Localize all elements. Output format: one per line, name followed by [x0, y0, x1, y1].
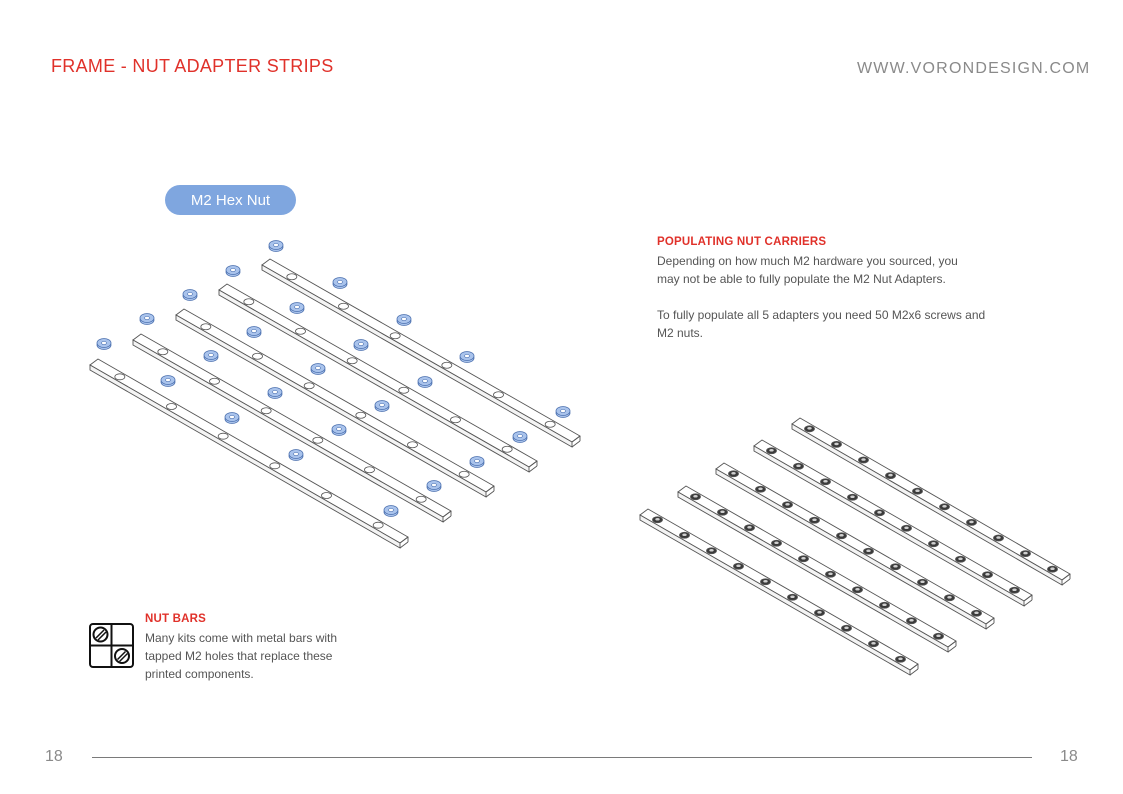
strip-hole — [286, 273, 298, 281]
strip-hole — [415, 495, 427, 503]
nut-adapter-strip — [753, 439, 1033, 607]
strip-hole — [209, 377, 220, 385]
strip-hole — [501, 445, 513, 453]
strip-hole — [441, 361, 453, 369]
strip-hole — [166, 403, 177, 410]
hex-nut-icon — [332, 277, 348, 289]
nut-bars-paragraph: Many kits come with metal bars with tapp… — [145, 631, 338, 681]
strip-hole — [243, 298, 255, 306]
hex-nut-icon — [459, 351, 475, 363]
strip-hole — [493, 391, 504, 399]
nut-adapter-strip — [175, 308, 495, 498]
hex-nut-icon — [353, 339, 369, 351]
hex-nut-icon — [331, 424, 347, 436]
hex-nut-icon — [512, 431, 528, 443]
hex-nut-icon — [469, 456, 485, 468]
strip-hole — [114, 373, 126, 381]
nut-adapter-strip — [218, 283, 538, 473]
populating-paragraph-2: To fully populate all 5 adapters you nee… — [657, 308, 986, 340]
nut-adapter-strip — [791, 417, 1071, 586]
hex-nut-icon — [224, 412, 240, 424]
page-number-left: 18 — [45, 748, 63, 765]
strip-hole — [407, 441, 418, 449]
footer-divider — [92, 757, 1032, 758]
strip-hole — [321, 492, 332, 499]
hex-nut-icon — [310, 363, 326, 375]
strip-hole — [355, 411, 367, 419]
strip-hole — [217, 432, 229, 440]
hex-nut-icon — [426, 480, 442, 492]
hex-nut-icon — [182, 289, 198, 301]
hex-nut-icon — [160, 375, 176, 387]
populating-paragraph-1: Depending on how much M2 hardware you so… — [657, 254, 958, 286]
populating-heading: POPULATING NUT CARRIERS — [657, 236, 827, 248]
hex-nut-icon — [417, 376, 433, 388]
strip-hole — [260, 407, 272, 415]
nut-adapter-strip — [89, 358, 409, 549]
nut-adapter-strip — [715, 462, 995, 630]
strip-hole — [389, 332, 401, 340]
hex-nut-icon — [139, 313, 155, 325]
strip-hole — [398, 386, 410, 394]
hex-nut-icon — [289, 302, 305, 314]
page-number-right: 18 — [1060, 748, 1078, 765]
hex-nut-icon — [267, 387, 283, 399]
strip-hole — [458, 470, 470, 478]
strip-hole — [303, 382, 315, 390]
nut-bars-heading: NUT BARS — [145, 613, 207, 625]
strip-hole — [544, 420, 556, 428]
page-title: FRAME - NUT ADAPTER STRIPS — [51, 56, 334, 76]
hex-nut-icon — [203, 350, 219, 362]
strip-hole — [252, 352, 263, 360]
hex-nut-icon — [268, 240, 284, 252]
strip-hole — [200, 323, 212, 331]
website-link[interactable]: WWW.VORONDESIGN.COM — [857, 60, 1091, 77]
strip-hole — [450, 416, 461, 424]
nut-adapter-strip — [132, 333, 452, 523]
strip-hole — [269, 462, 281, 470]
hex-nut-icon — [555, 406, 571, 418]
nut-adapter-strip — [677, 485, 957, 653]
nut-adapter-strip — [639, 508, 919, 676]
strip-hole — [346, 357, 358, 365]
hex-nut-icon — [383, 505, 399, 517]
hex-nut-icon — [288, 449, 304, 461]
strip-hole — [312, 436, 324, 444]
strip-hole — [295, 327, 306, 335]
hex-nut-icon — [396, 314, 412, 326]
strip-hole — [372, 521, 384, 529]
strip-hole — [338, 302, 349, 310]
nut-adapter-strip — [261, 258, 581, 448]
hex-nut-icon — [246, 326, 262, 338]
m2-hex-nut-callout: M2 Hex Nut — [165, 185, 296, 215]
hex-nut-icon — [225, 265, 241, 277]
hex-nut-icon — [374, 400, 390, 412]
strip-hole — [157, 348, 169, 356]
strip-hole — [364, 466, 375, 474]
hex-nut-icon — [96, 338, 112, 350]
